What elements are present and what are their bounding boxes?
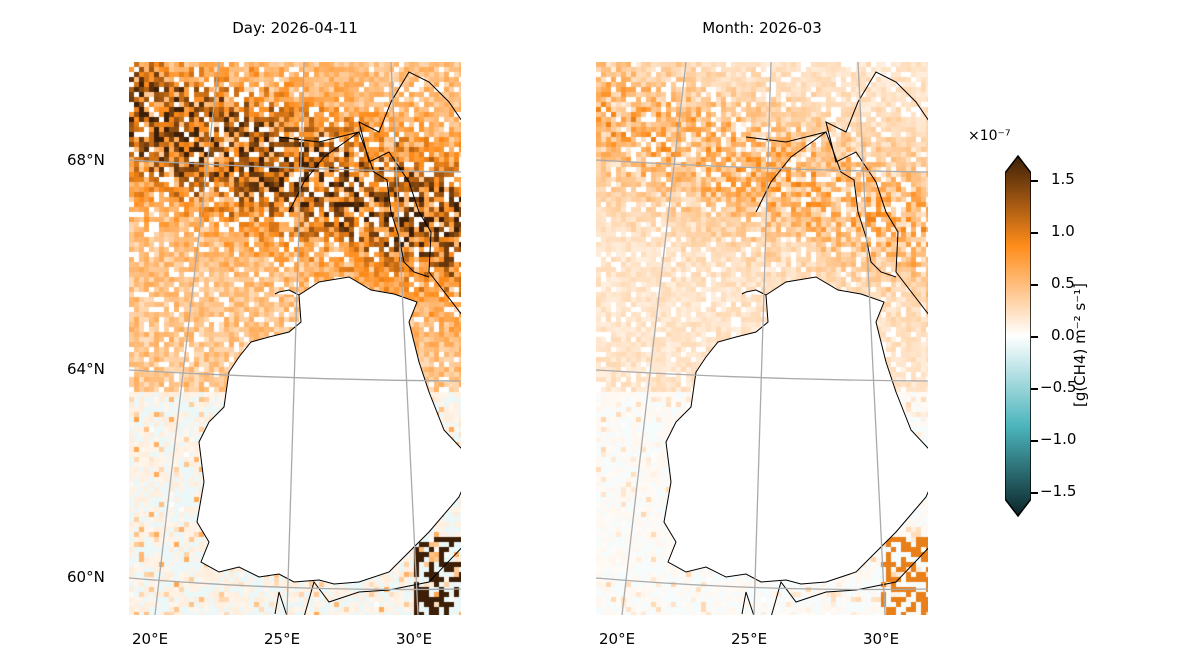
coastline-gridlines — [129, 62, 461, 615]
map-panel-month — [596, 62, 928, 615]
colorbar — [1005, 155, 1031, 517]
map-panel-day — [129, 62, 461, 615]
colorbar-tick-mark — [1031, 492, 1038, 494]
coastline — [741, 71, 928, 615]
gridline-25E — [753, 62, 772, 615]
gridline-64N — [129, 369, 461, 382]
colorbar-tick-mark — [1031, 284, 1038, 286]
colorbar-exponent: ×10⁻⁷ — [968, 128, 1011, 144]
gridline-64N — [596, 369, 928, 382]
colorbar-tick-mark — [1031, 180, 1038, 182]
gridline-68N — [129, 159, 461, 173]
colorbar-tick-mark — [1031, 232, 1038, 234]
lon-label-20-right: 20°E — [599, 630, 636, 648]
coastline — [274, 71, 461, 615]
lat-label-68: 68°N — [67, 151, 105, 169]
gridline-30E — [390, 62, 419, 615]
gulf-of-bothnia — [663, 276, 928, 585]
lon-label-30-right: 30°E — [863, 630, 900, 648]
country-border — [278, 131, 430, 278]
lon-label-25-right: 25°E — [731, 630, 768, 648]
colorbar-tick-label: 0.0 — [1051, 326, 1075, 344]
colorbar-tick-label: 1.5 — [1051, 170, 1075, 188]
colorbar-tick-label: −1.0 — [1040, 430, 1077, 448]
left-panel-title: Day: 2026-04-11 — [232, 19, 358, 37]
gridline-20E — [621, 62, 687, 615]
coastline-gridlines — [596, 62, 928, 615]
lon-label-30-left: 30°E — [396, 630, 433, 648]
gulf-of-bothnia — [196, 276, 461, 585]
colorbar-tick-label: −1.5 — [1040, 482, 1077, 500]
lon-label-20-left: 20°E — [132, 630, 169, 648]
gridline-30E — [857, 62, 886, 615]
gridline-20E — [154, 62, 220, 615]
colorbar-tick-mark — [1031, 336, 1038, 338]
colorbar-label: [g(CH4) m⁻² s⁻¹] — [1071, 282, 1089, 408]
lat-label-64: 64°N — [67, 360, 105, 378]
country-border — [745, 131, 897, 278]
colorbar-tick-label: −0.5 — [1040, 378, 1077, 396]
lat-label-60: 60°N — [67, 568, 105, 586]
colorbar-tick-mark — [1031, 388, 1038, 390]
colorbar-tick-label: 1.0 — [1051, 222, 1075, 240]
gridline-25E — [286, 62, 305, 615]
lon-label-25-left: 25°E — [264, 630, 301, 648]
right-panel-title: Month: 2026-03 — [702, 19, 822, 37]
gridline-68N — [596, 159, 928, 173]
colorbar-tick-mark — [1031, 440, 1038, 442]
colorbar-tick-label: 0.5 — [1051, 274, 1075, 292]
